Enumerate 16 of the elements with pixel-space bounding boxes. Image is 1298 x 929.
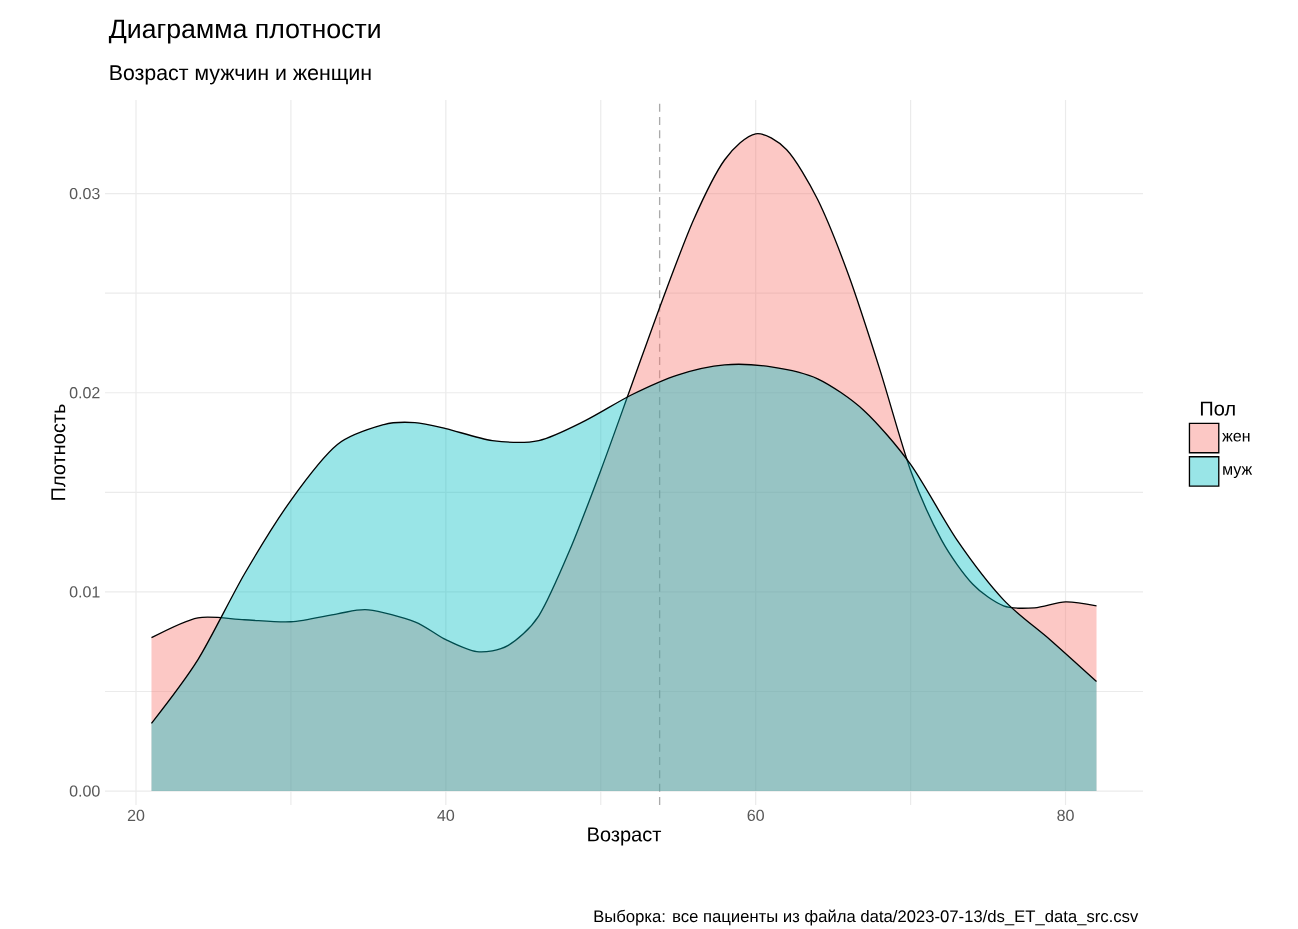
- chart-subtitle: Возраст мужчин и женщин: [110, 65, 371, 85]
- legend-label: муж: [1223, 466, 1253, 478]
- x-tick-label: 40: [437, 809, 455, 822]
- legend-title: Пол: [1200, 401, 1235, 416]
- y-tick-label: 0.02: [69, 387, 100, 399]
- y-tick-label: 0.01: [69, 586, 100, 598]
- chart-title: Диаграмма плотности: [108, 19, 380, 44]
- y-tick-label: 0.00: [69, 785, 100, 797]
- x-axis-title: Возраст: [588, 827, 662, 846]
- x-tick-label: 60: [747, 809, 764, 822]
- x-tick-label: 80: [1057, 809, 1074, 822]
- legend-label: жен: [1222, 432, 1250, 442]
- text: Выборка: все пациенты из файла data/2023-07-13/ds_ET_data_src.csv: [594, 909, 1139, 926]
- y-axis-title: Плотность: [51, 404, 66, 500]
- x-tick-label: 20: [127, 809, 145, 822]
- y-tick-label: 0.03: [69, 187, 100, 200]
